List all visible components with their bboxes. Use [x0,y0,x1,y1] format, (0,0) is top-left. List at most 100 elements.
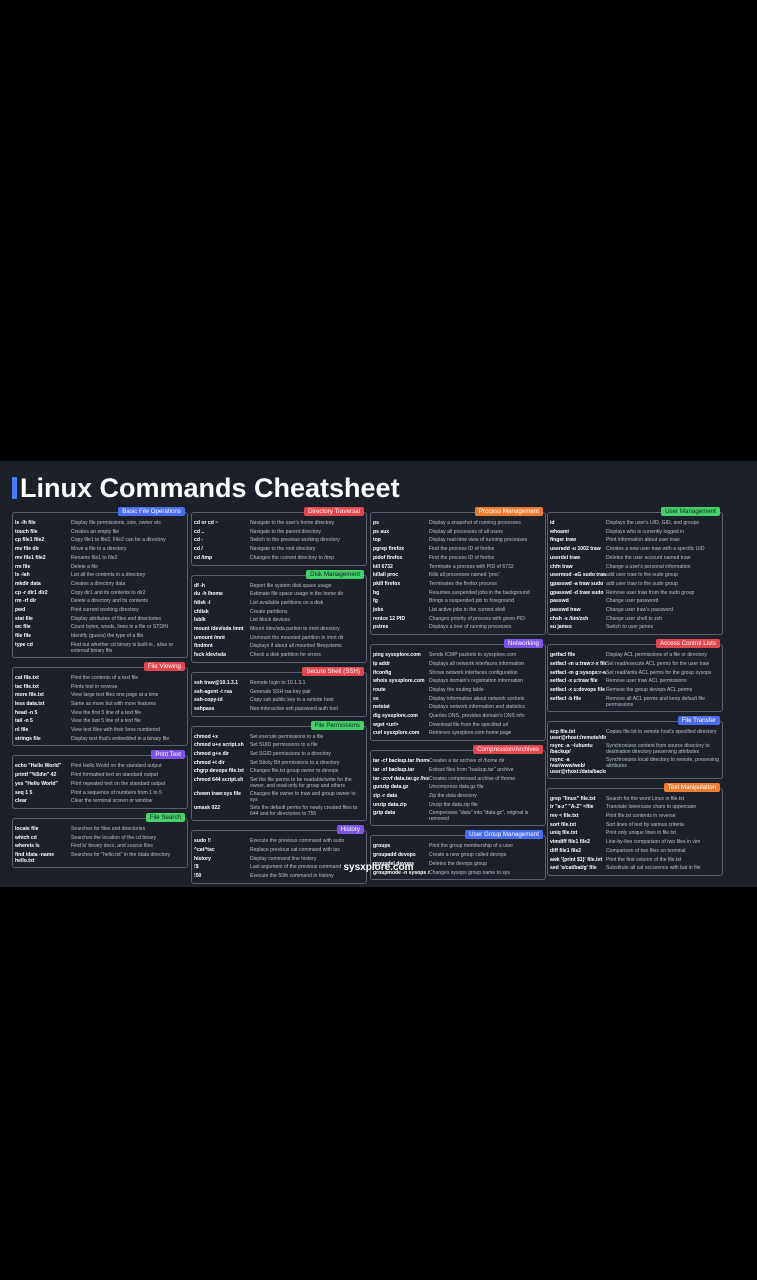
command-row: tr "a-z" "A-Z" <file Translate lowercase … [550,803,720,812]
command-description: Execute the previous command with sudo [250,838,345,845]
command-description: Creates an empty file [71,528,120,535]
command-row: gunzip data.gz Uncompress data.gz file [373,783,543,792]
command-text: whois sysxplore.com [373,678,425,685]
command-text: setfacl -x u:devops file [550,686,605,693]
section-title: File Search [145,812,185,822]
command-row: chfn traw Change a user's personal inform… [550,563,720,572]
command-description: Execute the 50th command in history [250,872,334,879]
command-row: nl file View text files with their lines … [15,726,185,735]
command-description: Synchronizes content from source directo… [606,742,710,755]
command-row: rev < file.txt Print file.txt contents in… [550,812,720,821]
command-text: wget <url> [373,721,399,728]
command-description: Clear the terminal screen or window [71,798,153,805]
command-row: ps aux Display all processes of all users [373,528,543,537]
command-description: Synchronizes local directory to remote, … [606,756,719,769]
command-row: sudo !! Execute the previous command with… [194,837,364,846]
command-description: Display real-time view of running proces… [429,537,528,544]
command-description: Extract files from "backup.tar" archive [429,766,514,773]
command-text: sudo !! [194,838,211,845]
column-1: Basic File Operations ls -lh file Display … [12,507,188,869]
command-description: Copy file1 to file2, File2 can be a dire… [71,537,166,544]
command-description: Set SUID permissions to a file [250,742,318,749]
command-text: chmod g+s dir [194,751,229,758]
command-text: scp file.txt user@rhost:/remote/dir [550,728,606,741]
command-description: Queries DNS, provides domain's DNS info [429,713,525,720]
command-text: yes "Hello World" [15,780,58,787]
command-row: df -h Report file system disk space usage [194,582,364,591]
command-text: pgrep firefox [373,546,405,553]
command-description: Uncompress data.gz file [429,784,484,791]
command-description: View the last 5 line of a text file [71,718,141,725]
command-text: cd - [194,537,204,544]
command-description: Mount /dev/sda partion to /mnt directory [250,626,340,633]
command-row: cp -r dir1 dir2 Copy dir1 and its content… [15,589,185,598]
command-text: df -h [194,582,206,589]
command-description: Comparison of two files on terminal [606,847,686,854]
command-description: Kills all processes named 'proc' [429,572,500,579]
command-description: add user traw to the sudo group [606,580,678,587]
command-text: more file.txt [15,692,44,699]
command-description: Deletes the devops group [429,860,488,867]
command-text: chown traw:sys file [194,791,241,798]
command-text: su james [550,624,572,631]
section-title: Compression/Archives [473,745,543,755]
command-description: Copies file.txt to remote host's specifi… [606,728,717,735]
command-text: ls -lah [15,572,30,579]
command-row: seq 1 5 Print a sequence of numbers from … [15,789,185,798]
section-title: User Management [661,507,720,516]
command-row: clear Clear the terminal screen or window [15,797,185,806]
command-row: netstat Displays network information and … [373,703,543,712]
command-description: Remote login to 10.1.3.1 [250,679,306,686]
command-description: Count bytes, words, lines in a file or S… [71,624,169,631]
command-description: Find out whether cd binary is built-in ,… [71,641,174,654]
command-description: Create partitions [250,608,288,615]
command-text: cp -r dir1 dir2 [15,589,48,596]
cheatsheet-panel: Linux Commands Cheatsheet Basic File Ope… [0,461,757,887]
command-row: killall proc Kills all processes named 'p… [373,571,543,580]
command-row: chown traw:sys file Changes file owner to… [194,790,364,804]
command-text: jobs [373,607,384,614]
command-description: Displays if about all mounted filesystem… [250,643,342,650]
command-row: groups Print the group membership of a us… [373,842,543,851]
command-row: whoami Displays who is currently logged i… [550,528,720,537]
command-row: whois sysxplore.com Displays domain's reg… [373,677,543,686]
command-row: more file.txt View large text files one p… [15,691,185,700]
command-description: Sets the default perms for newly created… [250,805,358,818]
command-description: Terminates the firefox process [429,580,497,587]
section-networking: Networking ping sysxplore.com Sends ICMP p… [370,639,546,742]
command-text: locate file [15,825,39,832]
command-description: Copy ssh public key to a remote host [250,697,334,704]
command-text: mount /dev/sda /mnt [194,626,244,633]
command-row: grep "linux" file.txt Search for the word… [550,795,720,804]
column-3: Process Management ps Display a snapshot o… [370,507,546,881]
command-text: groupdel devops [373,860,415,867]
command-text: file file [15,633,32,640]
command-description: Changes sysops group name to sys [429,869,510,876]
command-row: !$ Last argument of the previous command [194,863,364,872]
command-row: setfacl -x u:traw file Remove user traw A… [550,677,720,686]
command-text: setfacl -m u:traw:r-x file [550,660,606,667]
command-row: ssh-agent -t rsa Generate SSH rsa key pai… [194,688,364,697]
command-row: ps Display a snapshot of running processe… [373,519,543,528]
command-text: unzip data.zip [373,801,407,808]
command-description: Translate lowercase chars to uppercase [606,804,697,811]
command-text: zip -r data [373,792,398,799]
command-row: tail -n 5 View the last 5 line of a text … [15,717,185,726]
command-text: ssh-copy-id [194,697,223,704]
command-description: Print Hello World on the standard output [71,763,162,770]
command-description: Display information about network socket… [429,695,525,702]
command-description: Creates compressed archive of /home [429,775,516,782]
command-text: du -h /home [194,591,223,598]
command-row: lsblk List block devices [194,616,364,625]
command-text: ping sysxplore.com [373,652,421,659]
command-text: chsh -s /bin/zsh [550,615,589,622]
command-text: ps [373,520,379,526]
command-text: !50 [194,872,202,879]
command-row: umount /mnt Unmount the mounted partition… [194,634,364,643]
command-description: Display ACL permissions of a file or dir… [606,652,707,659]
command-description: Navigate to the root directory [250,546,316,553]
command-text: setfacl -m g:sysops:r-w file [550,669,606,676]
command-description: Print a sequence of numbers from 1 to 5 [71,789,162,796]
command-description: Creates a directory data [71,580,126,587]
command-text: cat file.txt [15,674,39,681]
